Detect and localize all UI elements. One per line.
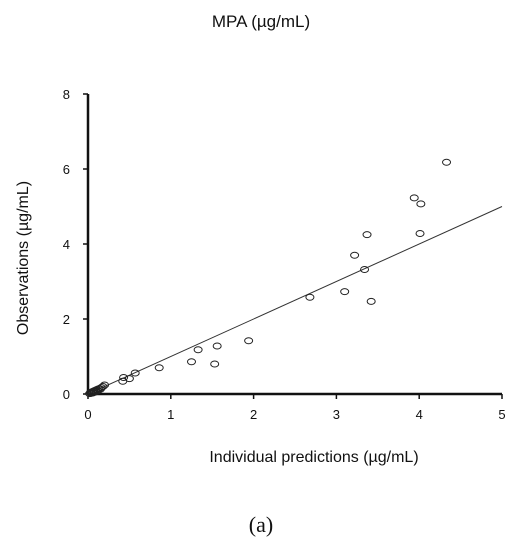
x-tick-label: 0	[84, 407, 91, 422]
y-tick-label: 6	[63, 162, 70, 177]
y-tick-label: 0	[63, 387, 70, 402]
data-point	[98, 383, 108, 390]
data-point	[124, 375, 134, 383]
x-tick-label: 2	[250, 407, 257, 422]
data-points	[85, 158, 452, 398]
reference-line-group	[87, 206, 503, 395]
reference-line	[87, 206, 503, 395]
data-point	[340, 288, 350, 296]
x-tick-label: 3	[333, 407, 340, 422]
chart-title: MPA (µg/mL)	[211, 12, 311, 31]
ticks: 0 1 2 3 4 5 0 2 4 6 8	[63, 87, 506, 422]
data-point	[442, 158, 452, 166]
data-point	[360, 266, 370, 273]
data-point	[193, 346, 203, 354]
data-point	[210, 360, 220, 368]
panel-label: (a)	[248, 512, 274, 537]
data-point	[154, 364, 164, 372]
scatter-chart: 0 1 2 3 4 5 0 2 4 6 8 Individual predictions (µg/m…	[15, 87, 506, 466]
y-tick-label: 4	[63, 237, 70, 252]
x-axis-label: Individual predictions (µg/mL)	[209, 449, 418, 466]
data-point	[244, 337, 254, 345]
data-point	[366, 297, 376, 305]
data-point	[409, 194, 419, 202]
data-point	[416, 200, 426, 208]
data-point	[119, 374, 129, 381]
axes	[86, 94, 502, 396]
x-tick-label: 4	[416, 407, 423, 422]
y-tick-label: 8	[63, 87, 70, 102]
data-point	[212, 342, 222, 350]
data-point	[305, 293, 315, 301]
data-point	[187, 358, 196, 366]
x-tick-label: 1	[167, 407, 174, 422]
data-point	[362, 231, 372, 239]
x-tick-label: 5	[498, 407, 505, 422]
data-point	[100, 381, 110, 389]
data-point	[350, 251, 360, 259]
data-point	[415, 230, 425, 237]
y-tick-label: 2	[63, 312, 70, 327]
y-axis-label: Observations (µg/mL)	[15, 181, 32, 335]
data-point	[130, 369, 140, 377]
